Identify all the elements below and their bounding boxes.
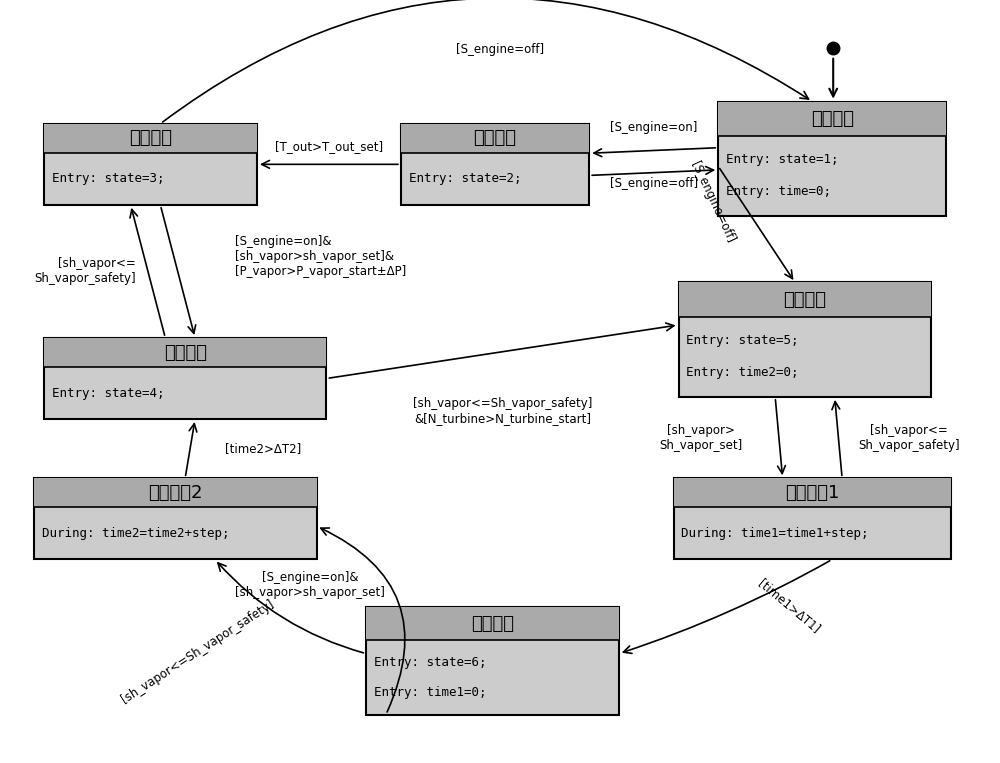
Text: [S_engine=off]: [S_engine=off] [456, 43, 544, 56]
Bar [44, 338, 326, 419]
Bar [679, 282, 931, 397]
Text: [sh_vapor>
Sh_vapor_set]: [sh_vapor> Sh_vapor_set] [659, 423, 742, 452]
Text: Entry: state=4;: Entry: state=4; [52, 387, 164, 400]
Bar [44, 124, 257, 205]
Text: [S_engine=off]: [S_engine=off] [610, 177, 698, 190]
Bar [401, 124, 589, 205]
Text: 冲转模式: 冲转模式 [164, 343, 207, 362]
Bar [366, 607, 619, 714]
Text: Entry: state=3;: Entry: state=3; [52, 172, 164, 185]
Text: Entry: state=2;: Entry: state=2; [409, 172, 521, 185]
Text: Entry: state=1;: Entry: state=1; [726, 153, 839, 166]
Bar [366, 607, 619, 639]
Text: Entry: state=6;: Entry: state=6; [374, 655, 487, 668]
Bar [679, 282, 931, 317]
Text: [time2>ΔT2]: [time2>ΔT2] [225, 442, 301, 456]
Text: 保护模式: 保护模式 [471, 614, 514, 633]
Text: [S_engine=on]&
[sh_vapor>sh_vapor_set]&
[P_vapor>P_vapor_start±ΔP]: [S_engine=on]& [sh_vapor>sh_vapor_set]& … [235, 235, 406, 278]
Text: [sh_vapor<=
Sh_vapor_safety]: [sh_vapor<= Sh_vapor_safety] [858, 423, 960, 452]
Text: [T_out>T_out_set]: [T_out>T_out_set] [275, 140, 383, 153]
Text: 过渡过程2: 过渡过程2 [148, 484, 202, 502]
Bar [718, 101, 946, 216]
Text: 暖机模式: 暖机模式 [474, 130, 517, 147]
Text: Entry: time=0;: Entry: time=0; [726, 185, 831, 198]
Text: Entry: time2=0;: Entry: time2=0; [686, 366, 799, 379]
Text: 过渡过程1: 过渡过程1 [785, 484, 840, 502]
Text: [S_engine=off]: [S_engine=off] [688, 159, 737, 245]
Bar [718, 101, 946, 136]
Text: 起动模式: 起动模式 [129, 130, 172, 147]
Text: 做功模式: 做功模式 [783, 291, 826, 309]
Text: Entry: time1=0;: Entry: time1=0; [374, 685, 487, 699]
Text: [sh_vapor<=Sh_vapor_safety]
&[N_turbine>N_turbine_start]: [sh_vapor<=Sh_vapor_safety] &[N_turbine>… [413, 397, 592, 425]
Bar [34, 478, 317, 507]
Bar [674, 478, 951, 559]
Bar [34, 478, 317, 559]
Text: [S_engine=on]&
[sh_vapor>sh_vapor_set]: [S_engine=on]& [sh_vapor>sh_vapor_set] [235, 571, 385, 599]
Text: Entry: state=5;: Entry: state=5; [686, 334, 799, 347]
Text: [sh_vapor<=Sh_vapor_safety]: [sh_vapor<=Sh_vapor_safety] [119, 597, 276, 706]
Text: During: time2=time2+step;: During: time2=time2+step; [42, 527, 229, 540]
Bar [674, 478, 951, 507]
Bar [401, 124, 589, 153]
Bar [44, 124, 257, 153]
Text: 停机模式: 停机模式 [811, 110, 854, 127]
Text: [S_engine=on]: [S_engine=on] [610, 121, 697, 134]
Text: During: time1=time1+step;: During: time1=time1+step; [681, 527, 869, 540]
Text: [sh_vapor<=
Sh_vapor_safety]: [sh_vapor<= Sh_vapor_safety] [34, 257, 136, 285]
Bar [44, 338, 326, 367]
Text: [time1>ΔT1]: [time1>ΔT1] [755, 577, 822, 636]
